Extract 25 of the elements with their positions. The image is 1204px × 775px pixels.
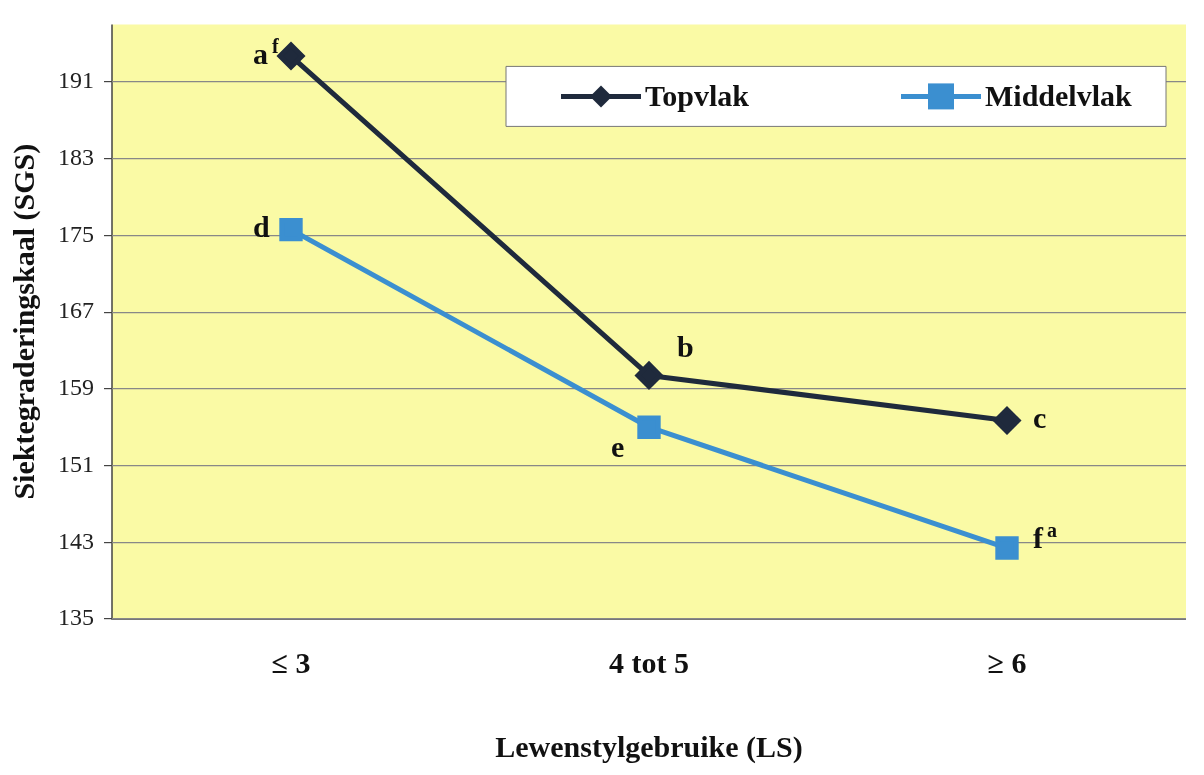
x-tick-label: 4 tot 5 — [609, 645, 689, 679]
annotation: c — [1033, 401, 1047, 435]
y-axis-title: Siektegraderingskaal (SGS) — [6, 143, 41, 500]
x-axis-title: Lewenstylgebruike (LS) — [495, 729, 803, 764]
x-tick-label: ≥ 6 — [987, 645, 1027, 679]
y-tick-label: 183 — [58, 143, 94, 170]
y-tick-label: 167 — [58, 297, 94, 324]
y-tick-label: 143 — [58, 527, 94, 554]
legend-label: Middelvlak — [985, 79, 1132, 113]
point — [637, 415, 661, 439]
y-tick-label: 175 — [58, 220, 94, 247]
point — [993, 406, 1021, 434]
annotation: d — [253, 210, 270, 244]
x-tick-label: ≤ 3 — [271, 645, 311, 679]
point — [279, 217, 303, 242]
y-tick-label: 191 — [58, 67, 94, 94]
y-tick-label: 151 — [58, 450, 94, 477]
annotation: e — [611, 429, 625, 463]
annotation: b — [677, 330, 694, 364]
y-tick-label: 159 — [58, 374, 94, 401]
point — [635, 361, 663, 389]
y-tick-label: 135 — [58, 604, 94, 631]
point — [277, 42, 305, 70]
point — [995, 536, 1019, 560]
legend-label: Topvlak — [645, 79, 750, 113]
